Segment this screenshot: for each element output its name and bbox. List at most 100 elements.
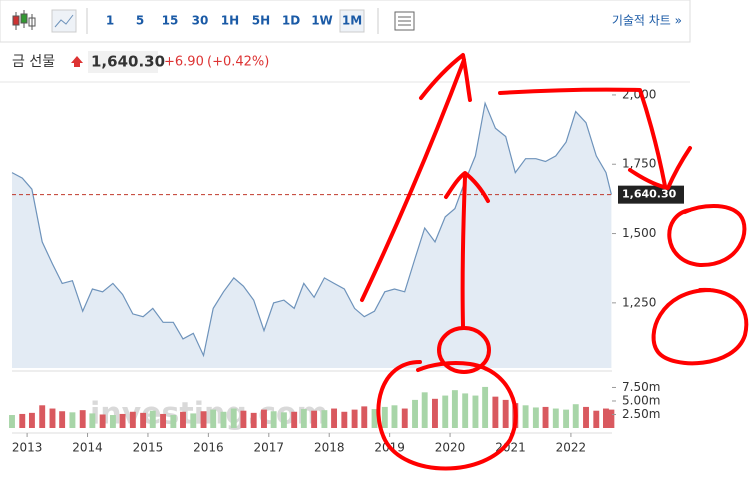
annotation-circle [651,287,749,366]
volume-bar [321,410,328,428]
interval-button[interactable]: 15 [162,14,179,28]
annotation-arrowhead [419,53,472,102]
annotations [360,53,749,471]
price-line [11,101,612,358]
price-box [88,51,158,73]
volume-bar [261,409,267,428]
volume-bar [200,411,207,428]
volume-bar [532,407,539,428]
annotation-circle [437,326,491,374]
volume-bar [583,406,589,428]
watermark: investing.com [90,397,328,432]
volume-bar [492,396,499,428]
y-tick-label: 1,750 [622,157,656,171]
volume-bar [9,415,15,428]
volume-bar [140,412,147,428]
volume-bar [472,395,479,428]
volume-bar [563,409,570,428]
interval-button[interactable]: 5 [136,14,144,28]
volume-bar [381,406,388,428]
interval-button[interactable]: 1M [342,14,362,28]
volume-bar [421,392,428,428]
volume-tick-label: 2.50m [622,407,660,421]
x-tick-label: 2017 [254,441,285,455]
interval-button[interactable]: 1H [221,14,239,28]
volume-bar [331,408,338,428]
interval-button[interactable]: 1D [282,14,300,28]
annotation-circle [667,204,747,268]
volume-bar [129,411,136,428]
volume-bar [351,409,358,428]
x-tick-label: 2020 [435,441,466,455]
volume-bar [311,410,318,428]
volume-bar [552,408,559,428]
volume-bar [572,404,579,428]
volume-bar [69,412,76,428]
last-price-label: 1,640.30 [622,188,677,201]
area-icon[interactable] [51,9,77,33]
annotation-circle [376,360,518,471]
volume-bar [170,415,177,428]
area-icon-line [54,14,74,28]
volume-bar [89,413,96,428]
annotation-arrow [498,87,667,188]
volume-bar [451,390,458,428]
volume-bar [250,412,257,428]
volume-bar [180,411,186,428]
volume-bar [99,414,106,428]
x-tick-label: 2015 [133,441,164,455]
x-tick-label: 2016 [193,441,224,455]
volume-bar [371,409,378,428]
volume-bar [160,413,167,428]
interval-button[interactable]: 1W [311,14,333,28]
volume-bar [300,409,307,428]
interval-button[interactable]: 5H [252,14,270,28]
volume-bar [190,413,197,428]
volume-bar [280,412,287,428]
y-tick-label: 1,500 [622,226,656,240]
volume-bar [149,410,156,428]
interval-button[interactable]: 1 [106,14,114,28]
annotation-arrowhead [628,146,692,190]
change-percent: (+0.42%) [207,55,269,70]
volume-tick-label: 5.00m [622,393,660,407]
change: +6.90 [164,55,204,70]
volume-bar [391,405,398,428]
volume-bar [109,415,116,428]
volume-bar [49,408,56,428]
volume-bar [361,406,368,428]
volume-bar [59,411,66,428]
volume-bar [230,408,237,428]
up-arrow [71,56,83,67]
volume-bar [412,399,418,428]
volume-bar [39,405,46,428]
technical-chart-link[interactable]: 기술적 차트 » [612,14,682,28]
active-interval [339,9,365,33]
volume-bar [210,409,217,428]
interval-button[interactable]: 30 [192,14,209,28]
candle-icon[interactable] [12,10,36,30]
x-tick-label: 2014 [72,441,103,455]
volume-bar [341,411,348,428]
volume-bar [79,410,86,428]
volume-bar [502,399,509,428]
volume-bar [291,411,298,428]
annotation-arrow [360,58,466,302]
annotation-arrow [460,175,467,328]
volume-bar [220,411,227,428]
annotation-arrowhead [444,171,490,203]
last-price-tag [618,185,684,204]
volume-tick-label: 7.50m [622,380,660,394]
volume-bar [19,413,26,428]
volume-bar [442,395,449,428]
volume-bar [119,413,126,428]
x-tick-label: 2022 [556,441,587,455]
volume-bar [522,405,529,428]
x-tick-label: 2013 [12,441,43,455]
price: 1,640.30 [91,53,165,71]
indicator-icon[interactable] [394,11,415,31]
volume-bar [542,406,549,428]
